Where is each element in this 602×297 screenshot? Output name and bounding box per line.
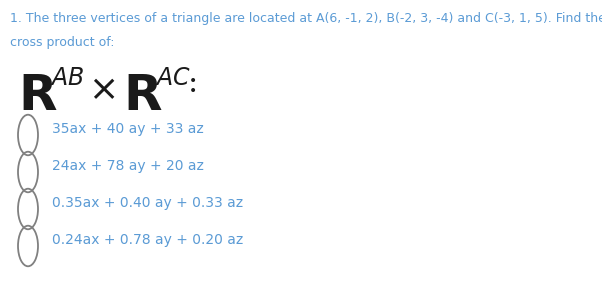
Text: 24ax + 78 ay + 20 az: 24ax + 78 ay + 20 az [52,159,204,173]
Text: :: : [188,68,198,99]
Text: 0.35ax + 0.40 ay + 0.33 az: 0.35ax + 0.40 ay + 0.33 az [52,196,243,210]
Text: $\mathit{AC}$: $\mathit{AC}$ [155,67,191,90]
Text: $\mathbf{R}$: $\mathbf{R}$ [18,72,58,121]
Text: $\mathit{AB}$: $\mathit{AB}$ [50,67,84,90]
Text: 0.24ax + 0.78 ay + 0.20 az: 0.24ax + 0.78 ay + 0.20 az [52,233,243,247]
Text: 35ax + 40 ay + 33 az: 35ax + 40 ay + 33 az [52,122,203,136]
Text: cross product of:: cross product of: [10,36,114,49]
Text: $\mathbf{R}$: $\mathbf{R}$ [123,72,163,121]
Text: 1. The three vertices of a triangle are located at A(6, -1, 2), B(-2, 3, -4) and: 1. The three vertices of a triangle are … [10,12,602,25]
Text: $\times$: $\times$ [88,72,116,106]
